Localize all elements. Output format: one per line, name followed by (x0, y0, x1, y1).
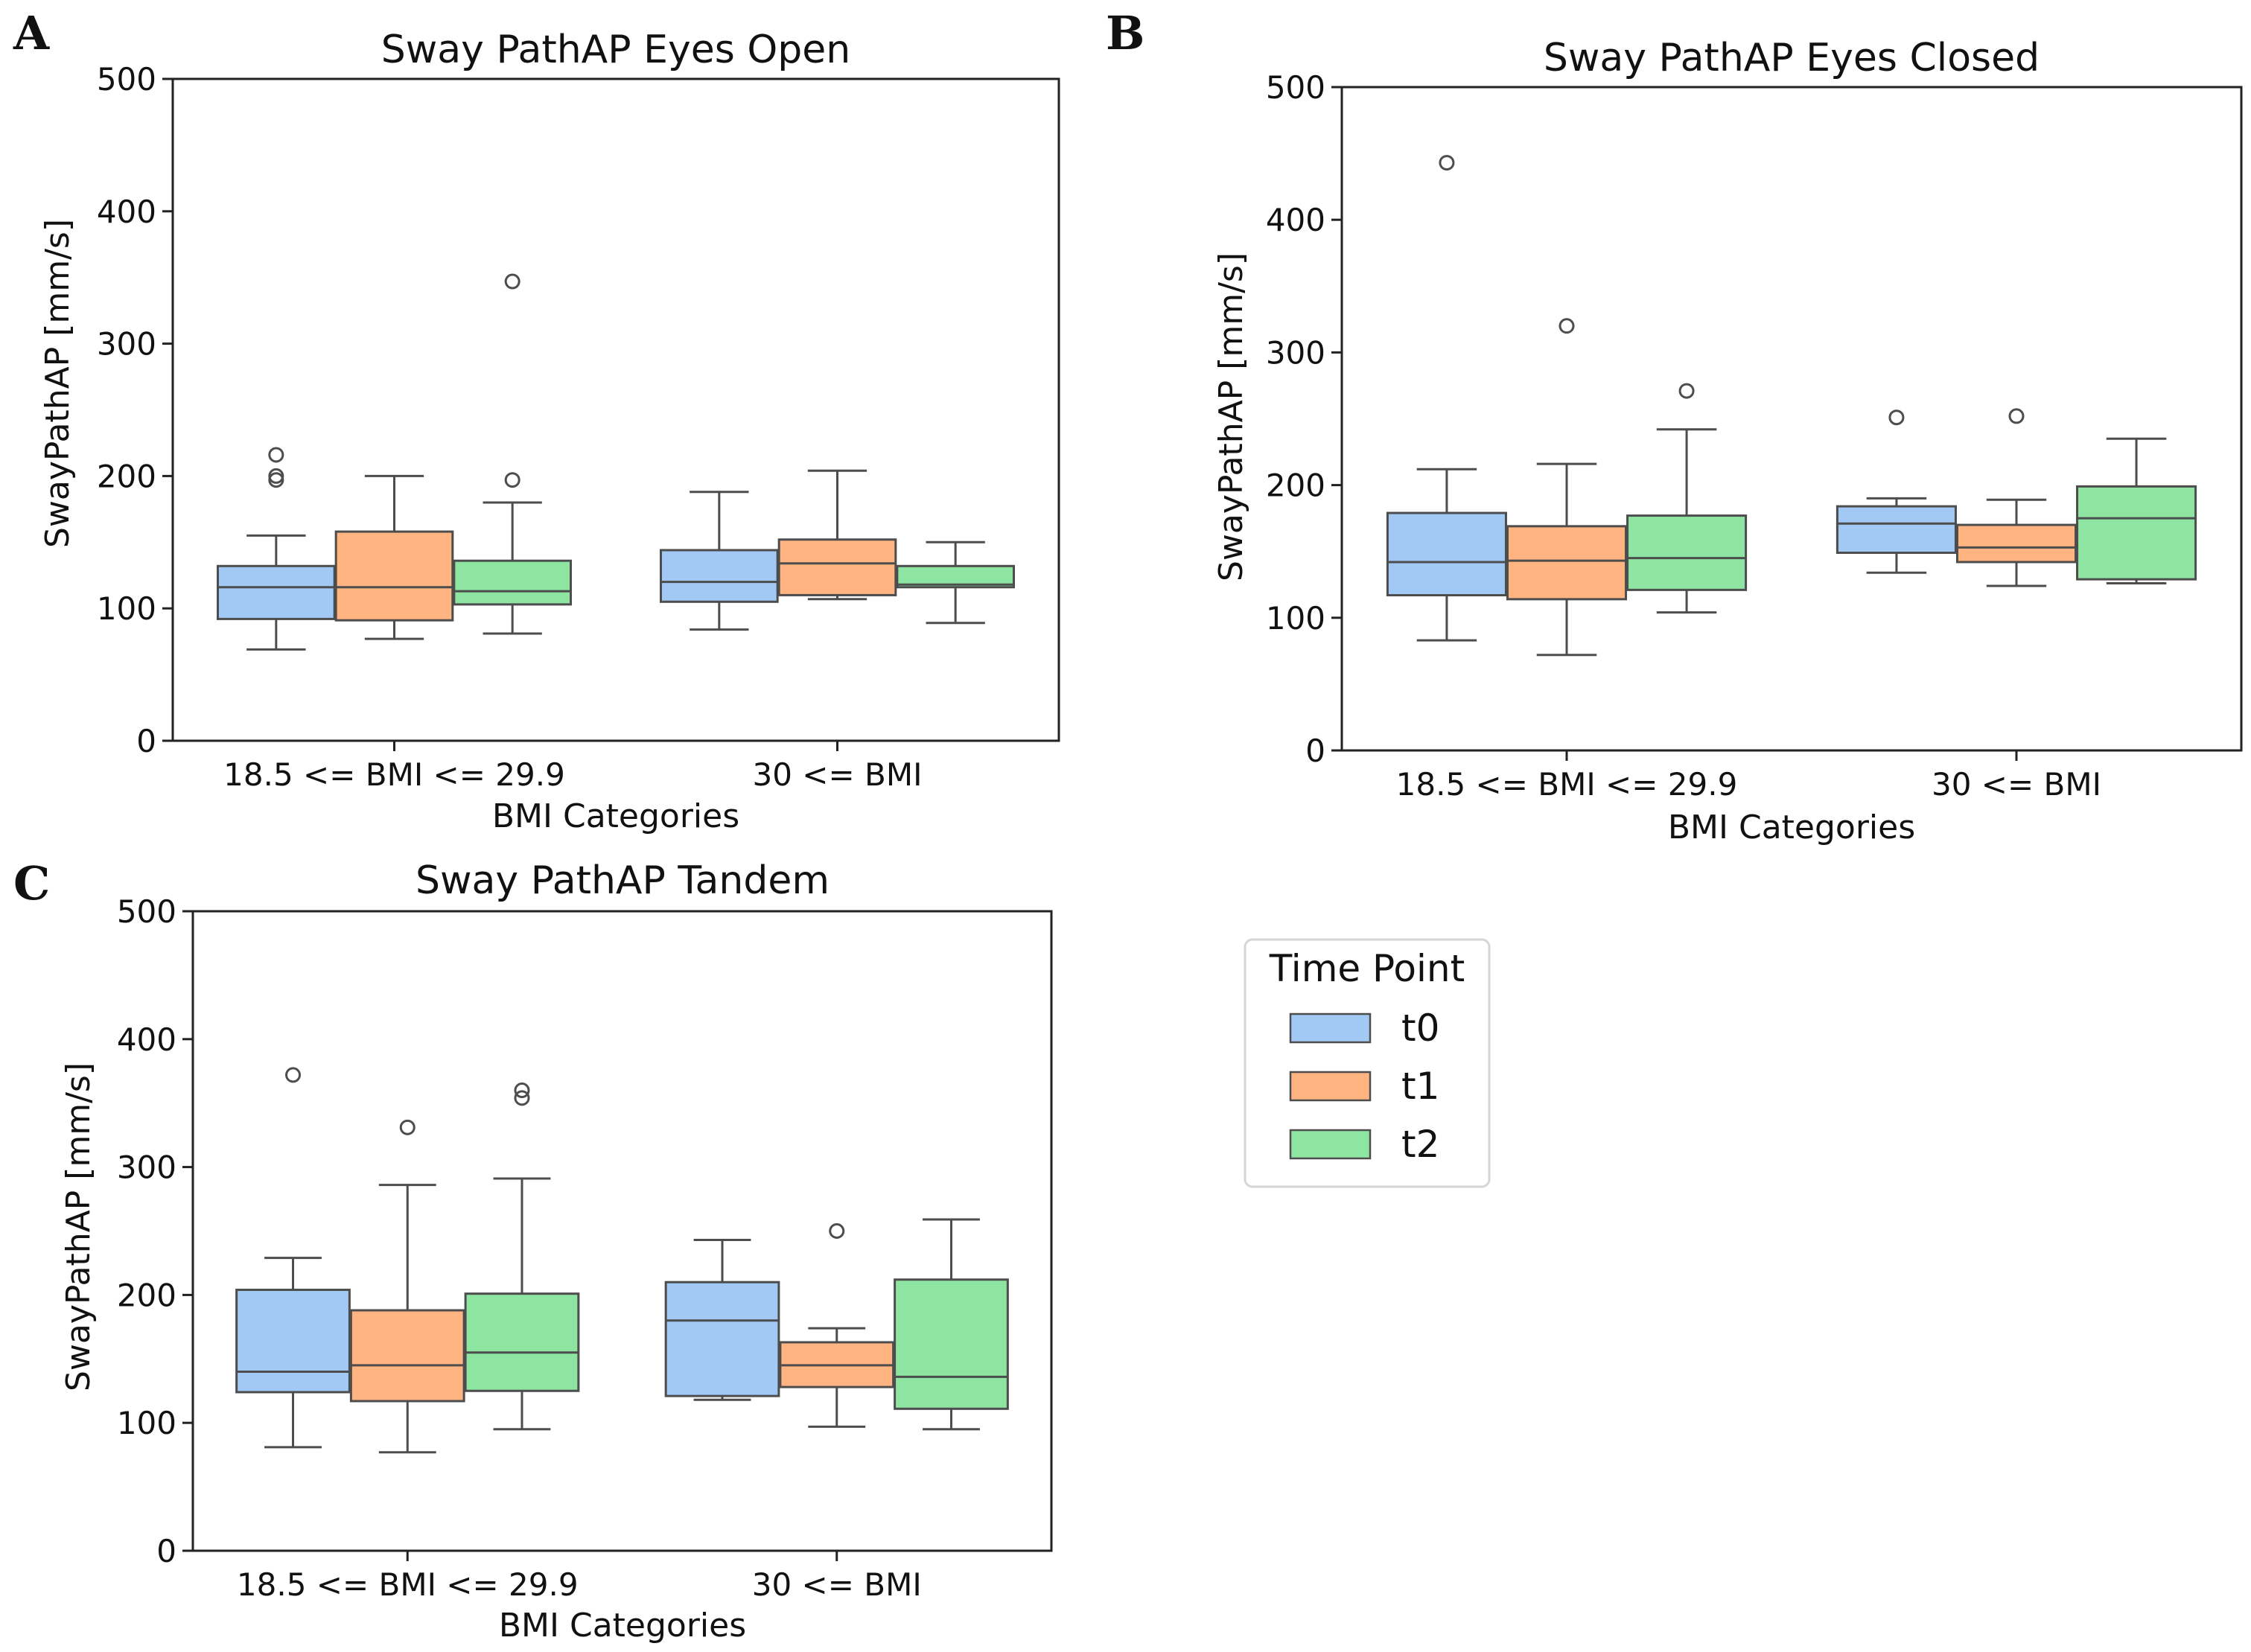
box-a-t2-0 (453, 559, 572, 606)
plot-frame-a (171, 77, 1060, 742)
x-tick-label-a-1: 30 <= BMI (753, 756, 923, 793)
y-axis-label-c: SwayPathAP [mm/s] (60, 1062, 98, 1391)
y-tick-label-c-4: 400 (117, 1021, 176, 1058)
y-tick-label-a-1: 100 (97, 590, 156, 627)
outlier-a-t0-0-1 (268, 468, 284, 484)
y-tick-label-b-3: 300 (1266, 334, 1325, 371)
box-b-t1-0 (1506, 525, 1628, 601)
legend-label-t1: t1 (1401, 1065, 1439, 1108)
y-tick-label-b-1: 100 (1266, 600, 1325, 637)
y-tick-label-c-5: 500 (117, 893, 176, 930)
chart-title-a: Sway PathAP Eyes Open (381, 28, 851, 72)
box-b-t0-0 (1386, 511, 1507, 597)
outlier-b-t1-1-0 (2008, 408, 2025, 424)
legend: Time Point t0 t1 t2 (1244, 938, 1491, 1188)
x-tick-label-b-1: 30 <= BMI (1932, 766, 2101, 803)
legend-label-t0: t0 (1401, 1007, 1439, 1050)
x-axis-label-a: BMI Categories (492, 797, 739, 835)
y-tick-label-a-3: 300 (97, 326, 156, 363)
box-c-t0-1 (664, 1281, 780, 1397)
legend-swatch-t0 (1289, 1012, 1372, 1044)
outlier-b-t1-0-0 (1558, 318, 1575, 334)
outlier-c-t2-0-0 (514, 1090, 530, 1106)
y-tick-label-b-0: 0 (1305, 733, 1325, 769)
legend-entry-t0: t0 (1289, 1007, 1439, 1050)
legend-label-t2: t2 (1401, 1123, 1439, 1166)
plot-frame-c (191, 910, 1053, 1552)
y-tick-label-a-2: 200 (97, 458, 156, 494)
outlier-b-t0-1-0 (1888, 409, 1905, 426)
panel-a: A Sway PathAP Eyes Open SwayPathAP [mm/s… (13, 6, 1060, 835)
outlier-a-t2-0-1 (504, 273, 520, 290)
outlier-a-t2-0-0 (504, 472, 520, 488)
outlier-b-t2-0-0 (1678, 383, 1695, 399)
legend-entry-t2: t2 (1289, 1123, 1439, 1166)
chart-title-b: Sway PathAP Eyes Closed (1544, 36, 2040, 80)
box-a-t0-1 (660, 549, 779, 603)
box-b-t0-1 (1835, 505, 1957, 554)
box-a-t1-1 (777, 538, 897, 596)
box-c-t1-0 (349, 1309, 465, 1403)
legend-title: Time Point (1269, 947, 1465, 990)
panel-letter-b: B (1106, 6, 1144, 60)
outlier-a-t0-0-2 (268, 447, 284, 463)
x-axis-label-b: BMI Categories (1668, 809, 1915, 846)
panel-b: B Sway PathAP Eyes Closed SwayPathAP [mm… (1106, 6, 2243, 846)
y-axis-label-b: SwayPathAP [mm/s] (1212, 252, 1250, 581)
panel-c: C Sway PathAP Tandem SwayPathAP [mm/s] B… (13, 856, 1053, 1645)
outlier-c-t0-0-0 (285, 1067, 302, 1083)
panel-letter-a: A (13, 6, 50, 60)
y-axis-label-a: SwayPathAP [mm/s] (39, 219, 77, 548)
plot-frame-b (1340, 86, 2243, 752)
legend-frame (1244, 938, 1491, 1188)
plot-area-c: 0 100 200 300 400 500 18.5 <= BMI <= 29.9 30 <=… (117, 893, 1053, 1603)
x-axis-label-c: BMI Categories (499, 1607, 746, 1645)
legend-swatch-t2 (1289, 1129, 1372, 1160)
x-tick-label-c-1: 30 <= BMI (752, 1566, 922, 1603)
box-a-t0-0 (217, 564, 336, 620)
outlier-c-t1-0-0 (399, 1119, 416, 1135)
box-b-t2-0 (1626, 514, 1748, 591)
x-tick-label-b-0: 18.5 <= BMI <= 29.9 (1396, 766, 1738, 803)
x-tick-label-a-0: 18.5 <= BMI <= 29.9 (223, 756, 565, 793)
y-tick-label-a-4: 400 (97, 194, 156, 230)
plot-area-b: 0 100 200 300 400 500 18.5 <= BMI <= 29.9 30 <=… (1266, 69, 2243, 803)
y-tick-label-c-1: 100 (117, 1405, 176, 1441)
chart-title-c: Sway PathAP Tandem (416, 858, 830, 903)
y-tick-label-a-0: 0 (136, 723, 156, 759)
legend-entry-t1: t1 (1289, 1065, 1439, 1108)
x-tick-label-c-0: 18.5 <= BMI <= 29.9 (237, 1566, 579, 1603)
y-tick-label-b-5: 500 (1266, 69, 1325, 106)
y-tick-label-a-5: 500 (97, 61, 156, 98)
box-c-t0-0 (235, 1289, 351, 1394)
y-tick-label-b-4: 400 (1266, 202, 1325, 238)
box-b-t1-1 (1955, 523, 2078, 564)
y-tick-label-c-2: 200 (117, 1277, 176, 1313)
box-c-t2-1 (894, 1278, 1009, 1410)
box-a-t1-0 (334, 530, 454, 622)
panel-letter-c: C (13, 856, 50, 910)
outlier-c-t1-1-0 (829, 1223, 845, 1239)
y-tick-label-b-2: 200 (1266, 468, 1325, 504)
outlier-c-t2-0-1 (514, 1082, 530, 1099)
box-c-t2-0 (464, 1292, 580, 1392)
plot-area-a: 0 100 200 300 400 500 18.5 <= BMI <= 29.9 30 <=… (97, 61, 1060, 793)
legend-swatch-t1 (1289, 1071, 1372, 1102)
y-tick-label-c-3: 300 (117, 1149, 176, 1186)
outlier-b-t0-0-0 (1439, 155, 1455, 171)
box-b-t2-1 (2076, 485, 2197, 581)
y-tick-label-c-0: 0 (156, 1533, 176, 1569)
